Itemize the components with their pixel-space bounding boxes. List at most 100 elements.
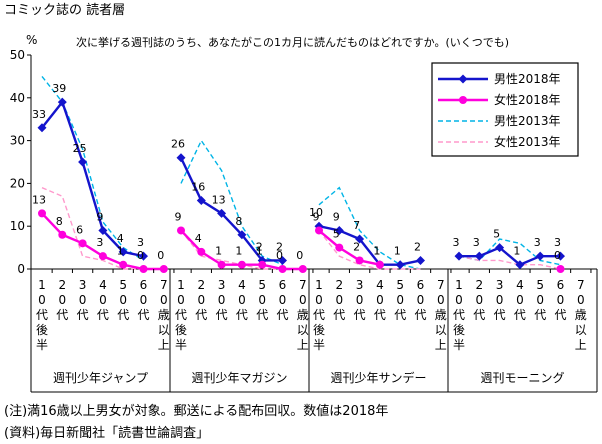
y-tick-label: 40 — [10, 91, 25, 105]
age-group-label: 1 0 代後半 — [175, 278, 187, 352]
age-group-label: 1 0 代後半 — [36, 278, 48, 352]
data-point-diamond — [196, 196, 206, 206]
age-group-label: 7 0 歳以上 — [575, 278, 587, 352]
data-point-diamond — [118, 247, 128, 257]
series-line — [458, 255, 561, 270]
data-label: 4 — [117, 232, 124, 245]
data-point-circle — [38, 209, 46, 218]
legend-label: 女性2013年 — [494, 134, 561, 149]
age-group-label: 1 0 代後半 — [313, 278, 325, 352]
data-point-circle — [177, 226, 185, 235]
legend-swatch-marker — [458, 74, 468, 84]
data-point-circle — [139, 265, 148, 273]
age-group-label: 7 0 歳以上 — [158, 278, 170, 352]
data-point-diamond — [139, 251, 148, 261]
data-label: 3 — [96, 236, 103, 249]
data-point-diamond — [416, 255, 425, 265]
data-point-diamond — [355, 234, 365, 244]
data-label: 1 — [235, 245, 242, 258]
data-point-diamond — [217, 208, 227, 218]
legend-swatch-marker — [459, 96, 467, 104]
data-label: 25 — [73, 142, 87, 155]
data-label: 39 — [52, 82, 66, 95]
data-label: 16 — [191, 181, 205, 194]
data-point-circle — [278, 265, 287, 273]
data-point-circle — [197, 247, 206, 256]
data-point-circle — [298, 265, 307, 273]
data-label: 13 — [32, 193, 46, 206]
data-point-diamond — [78, 157, 88, 167]
data-label: 7 — [353, 219, 360, 232]
legend-label: 男性2013年 — [494, 114, 561, 128]
data-point-circle — [315, 226, 323, 235]
data-label: 6 — [76, 223, 83, 236]
data-label: 0 — [296, 249, 303, 262]
data-label: 5 — [333, 228, 340, 241]
data-point-circle — [78, 239, 87, 248]
data-point-circle — [217, 260, 226, 269]
data-label: 3 — [453, 236, 460, 249]
y-tick-label: 20 — [10, 176, 25, 190]
data-point-circle — [159, 265, 168, 273]
data-label: 0 — [276, 249, 283, 262]
series-line — [41, 187, 144, 270]
magazine-label: 週刊少年サンデー — [330, 370, 426, 385]
data-point-diamond — [556, 251, 565, 261]
series-line — [180, 139, 283, 266]
data-point-diamond — [176, 153, 186, 163]
note-line-1: (注)満16歳以上男女が対象。郵送による配布回収。数値は2018年 — [4, 403, 388, 419]
survey-question: 次に挙げる週刊誌のうち、あなたがこの1カ月に読んだものはどれですか。(いくつでも… — [76, 35, 509, 49]
data-label: 3 — [554, 236, 561, 249]
data-label: 26 — [171, 138, 185, 151]
data-label: 1 — [373, 245, 380, 258]
page-title: コミック誌の 読者層 — [4, 2, 125, 18]
data-point-diamond — [57, 97, 67, 107]
note-line-2: (資料)毎日新聞社「読書世論調査」 — [4, 425, 209, 441]
data-point-diamond — [454, 251, 464, 261]
data-point-diamond — [334, 225, 344, 235]
series-line — [318, 230, 421, 270]
data-point-diamond — [474, 251, 484, 261]
age-group-label: 7 0 歳以上 — [435, 278, 447, 352]
data-label: 1 — [256, 245, 263, 258]
data-label: 10 — [309, 206, 323, 219]
data-label: 9 — [313, 210, 320, 223]
data-label: 33 — [32, 108, 46, 121]
data-label: 2 — [276, 240, 283, 253]
data-point-diamond — [495, 243, 505, 253]
data-label: 8 — [235, 215, 242, 228]
data-label: 1 — [394, 245, 401, 258]
magazine-label: 週刊モーニング — [480, 371, 564, 385]
age-group-label: 1 0 代後半 — [453, 278, 465, 352]
data-point-diamond — [395, 260, 405, 270]
magazine-label: 週刊少年マガジン — [191, 371, 287, 385]
data-label: 2 — [256, 240, 263, 253]
data-point-diamond — [278, 255, 287, 265]
y-axis-unit-label: % — [26, 33, 37, 47]
data-label: 3 — [473, 236, 480, 249]
legend-label: 女性2018年 — [494, 92, 561, 107]
data-label: 1 — [117, 245, 124, 258]
data-point-circle — [258, 260, 267, 269]
data-label: 0 — [554, 249, 561, 262]
data-label: 1 — [215, 245, 222, 258]
